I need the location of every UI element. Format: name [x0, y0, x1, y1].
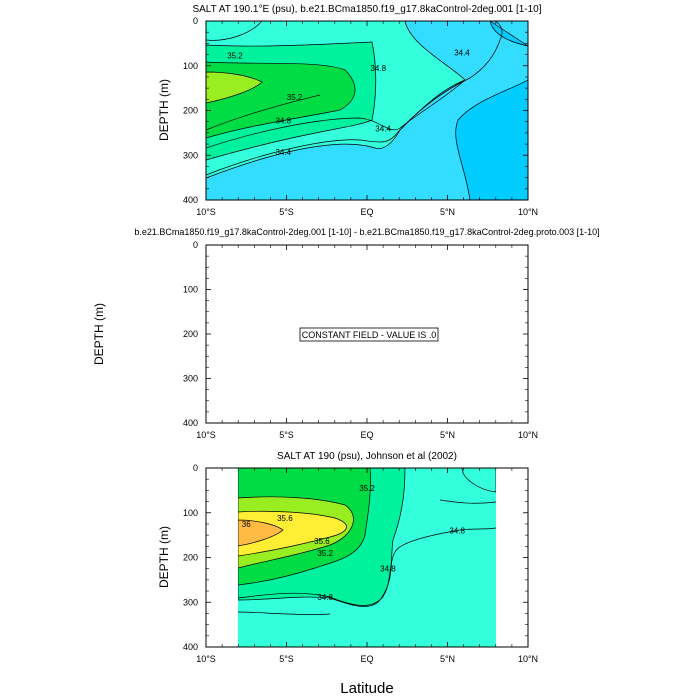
panel-1-title: SALT AT 190.1°E (psu), b.e21.BCma1850.f1… [192, 4, 541, 15]
y-tick-label: 300 [183, 374, 198, 384]
x-tick-label: 10°N [518, 207, 538, 217]
region-core [238, 519, 284, 547]
contour-label: 36 [242, 520, 251, 529]
y-tick-label: 100 [183, 61, 198, 71]
panel-3-ylabel: DEPTH (m) [157, 526, 171, 588]
y-tick-label: 400 [183, 418, 198, 428]
constant-field-annotation: CONSTANT FIELD - VALUE IS .0 [302, 330, 437, 340]
region-north-corner [461, 468, 496, 493]
contour-label: 34.4 [375, 124, 391, 133]
y-tick-label: 400 [183, 642, 198, 652]
contour-label: 34.8 [317, 593, 333, 602]
panel-2-title: b.e21.BCma1850.f19_g17.8kaControl-2deg.0… [134, 227, 599, 237]
contour-line-a [238, 527, 496, 606]
x-tick-label: 5°S [279, 207, 294, 217]
x-tick-label: 10°S [196, 207, 216, 217]
y-tick-label: 100 [183, 285, 198, 295]
x-tick-label: 5°S [279, 654, 294, 664]
contour-label: 34.8 [370, 64, 386, 73]
panel-2: b.e21.BCma1850.f19_g17.8kaControl-2deg.0… [92, 227, 600, 440]
x-tick-label: 5°N [440, 654, 455, 664]
x-tick-label: EQ [360, 654, 373, 664]
panel-3-axes: DEPTH (m) 0 100 200 300 400 10°S 5°S EQ 5°N 10°N [157, 463, 538, 664]
contour-label: 35.2 [227, 51, 243, 60]
panel-3-contour-labels: 36 35.6 35.6 35.2 35.2 34.8 34.8 34.8 [242, 484, 466, 602]
panel-3-y-ticks: 0 100 200 300 400 [183, 463, 528, 652]
x-tick-label: 10°S [196, 654, 216, 664]
panel-1-contour-labels: 35.2 35.2 34.8 34.4 34.8 34.4 34.4 [227, 48, 470, 157]
contour-line-a [206, 94, 321, 131]
contour-label: 35.2 [317, 549, 333, 558]
x-tick-label: 10°S [196, 430, 216, 440]
contour-line-b [238, 611, 331, 615]
x-tick-label: 5°N [440, 430, 455, 440]
panel-3-x-ticks: 10°S 5°S EQ 5°N 10°N [196, 468, 538, 664]
x-tick-label: EQ [360, 207, 373, 217]
panel-1-axes: DEPTH (m) 0 100 200 300 400 10°S 5°S EQ 5°N 10°N [157, 16, 538, 217]
contour-label: 35.6 [277, 514, 293, 523]
contour-label: 34.8 [449, 527, 465, 536]
y-tick-label: 0 [193, 240, 198, 250]
x-tick-label: 10°N [518, 654, 538, 664]
panel-2-ylabel: DEPTH (m) [92, 303, 106, 365]
panel-1-y-ticks: 0 100 200 300 400 [183, 16, 528, 205]
y-tick-label: 100 [183, 508, 198, 518]
panel-3: SALT AT 190 (psu), Johnson et al (2002) … [157, 451, 538, 664]
x-tick-label: 5°N [440, 207, 455, 217]
x-tick-label: 10°N [518, 430, 538, 440]
panel-1-contour-fill [206, 21, 528, 200]
contour-label: 34.4 [454, 48, 470, 57]
y-tick-label: 200 [183, 106, 198, 116]
y-tick-label: 300 [183, 150, 198, 160]
panel-2-axes: DEPTH (m) 0 100 200 300 400 10°S 5°S EQ 5°N 10°N [92, 240, 538, 440]
panel-1-ylabel: DEPTH (m) [157, 79, 171, 141]
panel-3-title: SALT AT 190 (psu), Johnson et al (2002) [277, 451, 457, 462]
y-tick-label: 200 [183, 329, 198, 339]
figure-xlabel: Latitude [340, 680, 393, 697]
panel-2-y-ticks: 0 100 200 300 400 [183, 240, 528, 428]
x-tick-label: EQ [360, 430, 373, 440]
panel-1-x-ticks: 10°S 5°S EQ 5°N 10°N [196, 21, 538, 217]
contour-label: 34.8 [275, 116, 291, 125]
x-tick-label: 5°S [279, 430, 294, 440]
contour-line-c [206, 21, 503, 176]
contour-label: 34.8 [380, 565, 396, 574]
panel-2-x-ticks: 10°S 5°S EQ 5°N 10°N [196, 245, 538, 440]
contour-label: 34.4 [275, 148, 291, 157]
contour-line-c [439, 499, 496, 504]
panel-1: SALT AT 190.1°E (psu), b.e21.BCma1850.f1… [157, 4, 542, 217]
contour-label: 35.6 [314, 537, 330, 546]
y-tick-label: 0 [193, 16, 198, 26]
y-tick-label: 400 [183, 195, 198, 205]
y-tick-label: 0 [193, 463, 198, 473]
constant-field-box [299, 327, 439, 342]
panel-3-contour-fill [238, 468, 496, 647]
region-core [206, 71, 263, 104]
contour-label: 35.2 [287, 93, 303, 102]
region-east-low [455, 21, 528, 200]
contour-label: 35.2 [359, 484, 375, 493]
y-tick-label: 300 [183, 597, 198, 607]
region-upper2 [238, 510, 347, 557]
y-tick-label: 200 [183, 553, 198, 563]
contour-line-b [206, 79, 466, 149]
